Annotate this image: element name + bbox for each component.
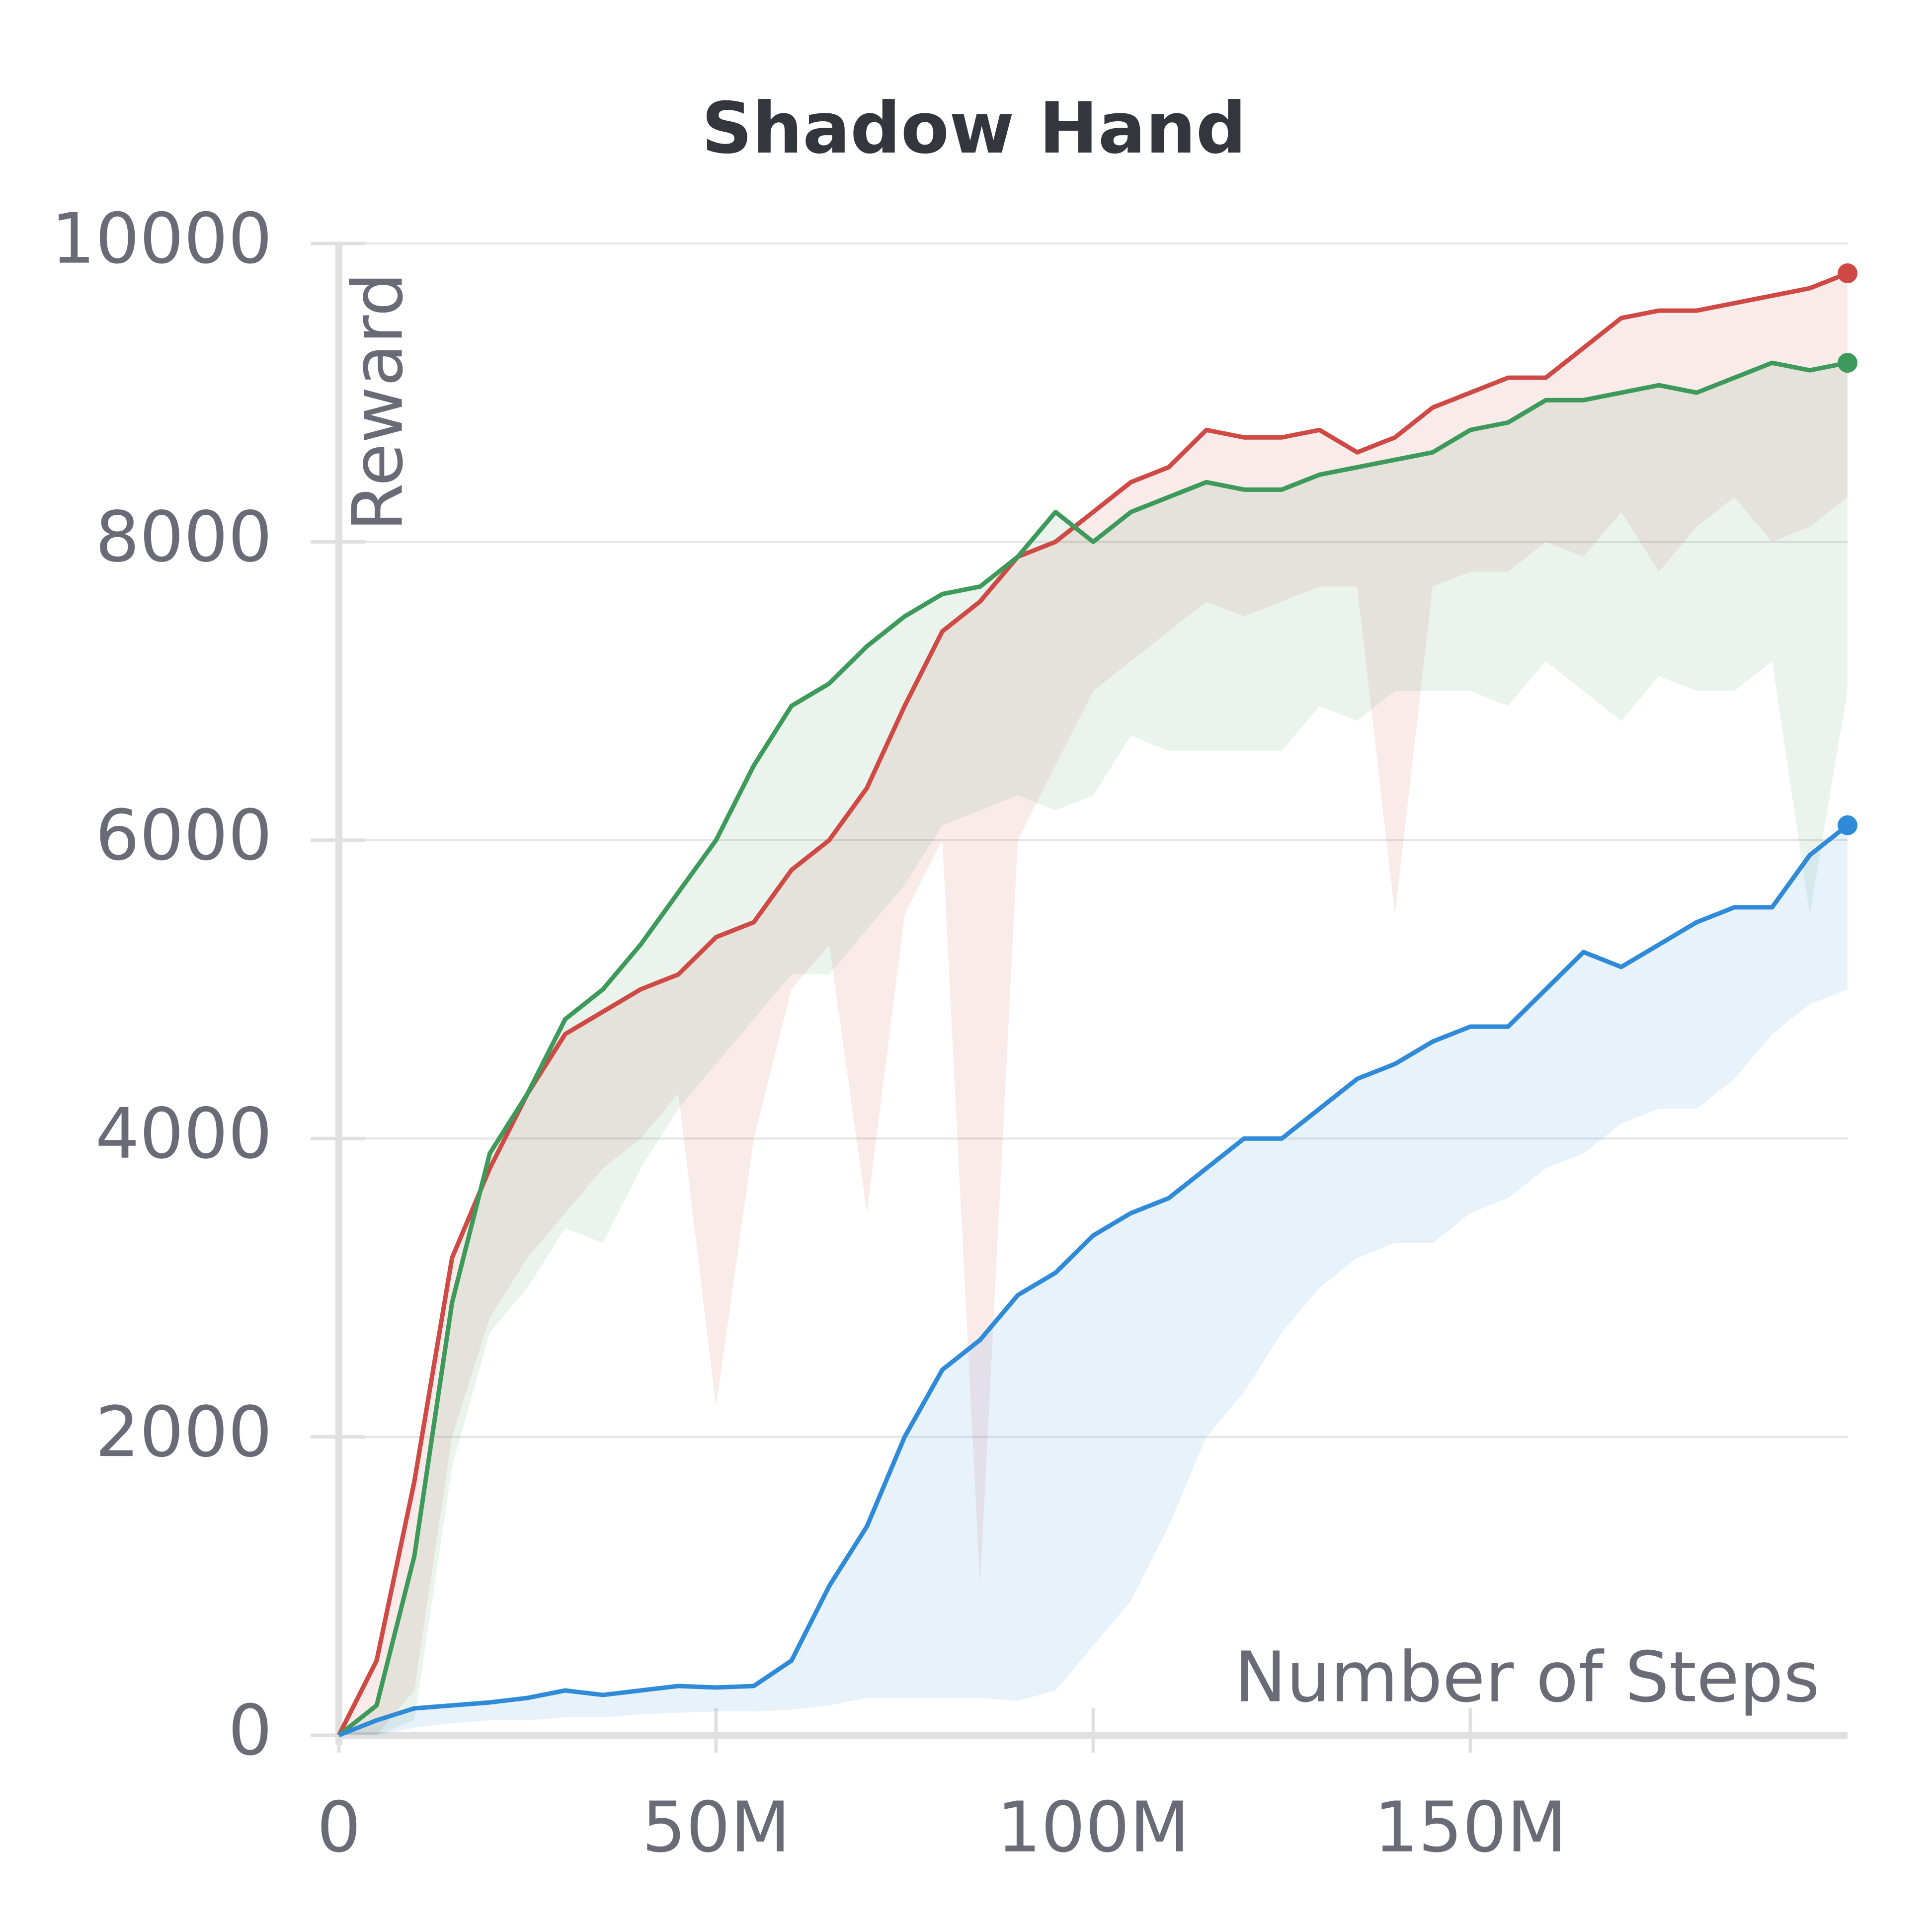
x-tick-label: 0	[317, 1787, 361, 1868]
x-tick-label: 150M	[1374, 1787, 1567, 1868]
y-axis-label: Reward	[338, 272, 419, 531]
chart-title: Shadow Hand	[702, 87, 1246, 169]
line	[336, 271, 1849, 1737]
y-tick-label: 0	[228, 1690, 272, 1771]
range-band	[339, 363, 1848, 1736]
x-tick-label: 50M	[642, 1787, 791, 1868]
end-point	[1838, 815, 1857, 835]
line	[337, 360, 1848, 1737]
x-axis-label: Number of Steps	[1234, 1637, 1820, 1718]
y-tick-label: 2000	[95, 1392, 272, 1473]
line	[338, 823, 1849, 1738]
end-point	[1838, 353, 1857, 373]
y-tick-label: 10000	[51, 199, 272, 280]
y-tick-label: 4000	[95, 1094, 272, 1175]
range-band	[339, 825, 1848, 1735]
x-tick-label: 100M	[997, 1787, 1190, 1868]
end-point	[1838, 263, 1857, 284]
y-tick-label: 8000	[95, 497, 272, 578]
range-band	[339, 273, 1848, 1735]
y-tick-label: 6000	[95, 795, 272, 876]
